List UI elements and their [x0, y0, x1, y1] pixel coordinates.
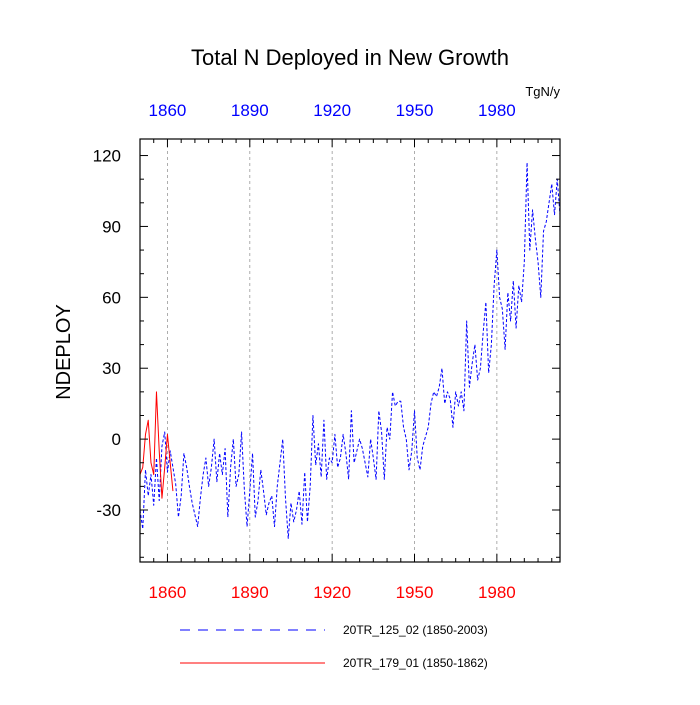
y-tick-label: 120: [93, 147, 121, 166]
x-tick-label-top: 1980: [478, 101, 516, 120]
x-tick-label-bottom: 1980: [478, 583, 516, 602]
y-tick-label: 0: [112, 430, 121, 449]
x-tick-label-top: 1950: [396, 101, 434, 120]
x-tick-label-top: 1920: [313, 101, 351, 120]
legend-label-1: 20TR_125_02 (1850-2003): [343, 623, 488, 637]
plot-frame: [139, 138, 561, 563]
x-tick-label-bottom: 1860: [149, 583, 187, 602]
legend: 20TR_125_02 (1850-2003) 20TR_179_01 (1850…: [180, 623, 488, 670]
y-tick-label: 30: [102, 359, 121, 378]
units-label: TgN/y: [525, 84, 560, 99]
y-tick-label: 90: [102, 217, 121, 236]
plot-area: [139, 162, 561, 539]
x-tick-label-top: 1890: [231, 101, 269, 120]
grid-lines: [167, 139, 498, 562]
x-tick-label-bottom: 1950: [396, 583, 434, 602]
axes: 1860 1860 1890 1890 1920 1920 1950 1950 1980 1980…: [93, 101, 561, 602]
y-axis-label: NDEPLOY: [53, 304, 75, 400]
y-tick-label: -30: [96, 501, 121, 520]
chart-title: Total N Deployed in New Growth: [191, 45, 509, 70]
y-tick-label: 60: [102, 288, 121, 307]
x-tick-label-top: 1860: [149, 101, 187, 120]
series-line-2: [139, 391, 174, 499]
x-tick-label-bottom: 1890: [231, 583, 269, 602]
series-line-1: [139, 162, 561, 539]
x-tick-label-bottom: 1920: [313, 583, 351, 602]
legend-label-2: 20TR_179_01 (1850-1862): [343, 656, 488, 670]
